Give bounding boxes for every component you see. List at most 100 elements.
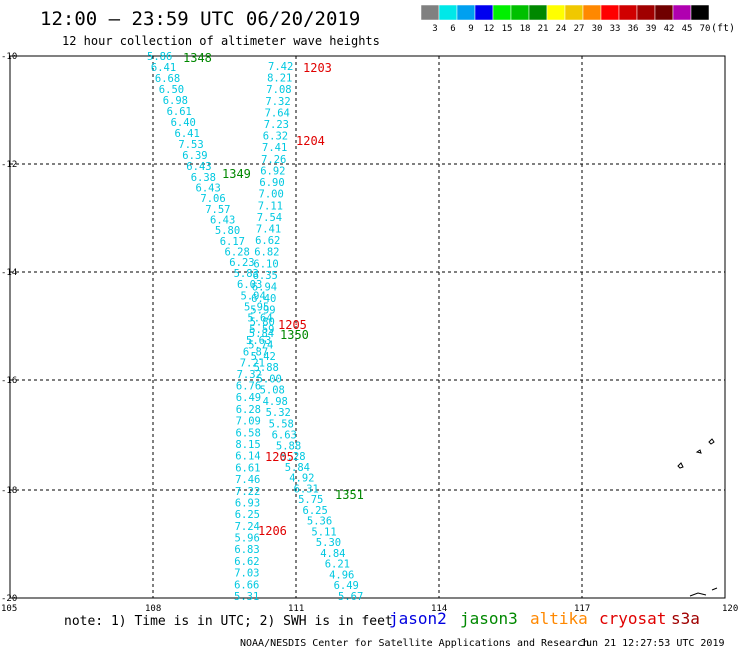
swh-value: 6.31 (294, 483, 319, 495)
legend-swatch (690, 4, 710, 21)
swh-value: 5.42 (251, 351, 276, 363)
legend-bin-label: 45 (682, 24, 693, 34)
swh-value: 6.50 (159, 84, 184, 96)
legend-bin-label: 39 (646, 24, 657, 34)
swh-value: 5.84 (249, 328, 274, 340)
swh-value: 5.28 (280, 451, 305, 463)
swh-value: 6.61 (235, 462, 260, 474)
satellite-track: 5.866.416.686.506.986.616.406.417.536.39… (147, 51, 274, 603)
legend-swatch (474, 4, 494, 21)
lat-label: -14 (1, 268, 17, 278)
legend-bin-label: 3 (432, 24, 437, 34)
lon-label: 105 (1, 604, 17, 614)
credit-line: NOAA/NESDIS Center for Satellite Applica… (240, 638, 589, 649)
swh-value: 5.88 (254, 362, 279, 374)
island-outlines (677, 438, 718, 597)
legend-bin-label: 15 (502, 24, 513, 34)
pass-label: 1205 (265, 450, 294, 464)
swh-value: 6.76 (236, 381, 261, 393)
swh-value: 7.57 (205, 204, 230, 216)
swh-value: 5.59 (249, 324, 274, 336)
swh-value: 8.15 (235, 439, 260, 451)
legend-bin-label: 18 (520, 24, 531, 34)
swh-value: 6.17 (220, 236, 245, 248)
lat-gridlines (10, 163, 725, 491)
swh-value: 6.62 (255, 235, 280, 247)
swh-value: 6.10 (253, 258, 278, 270)
legend-swatch (528, 4, 548, 21)
swh-value: 5.31 (234, 591, 259, 603)
pass-label: 1351 (335, 488, 364, 502)
swh-value: 5.58 (269, 418, 294, 430)
legend-swatch (636, 4, 656, 21)
swh-value: 6.38 (191, 172, 216, 184)
legend-swatch (492, 4, 512, 21)
swh-value: 6.25 (303, 505, 328, 517)
swh-value: 6.43 (196, 183, 221, 195)
swh-value: 6.40 (251, 293, 276, 305)
swh-value: 7.46 (235, 474, 260, 486)
swh-value: 6.39 (182, 150, 207, 162)
swh-value: 5.67 (338, 591, 363, 603)
footer-note: note: 1) Time is in UTC; 2) SWH is in fe… (64, 614, 393, 629)
swh-value: 7.09 (236, 416, 261, 428)
lon-label: 114 (431, 604, 447, 614)
satellite-label-s3a: s3a (671, 609, 700, 628)
swh-value: 6.14 (235, 451, 260, 463)
map-frame (9, 55, 726, 599)
legend-bin-label: 30 (592, 24, 603, 34)
legend-swatch (618, 4, 638, 21)
lon-axis: 105 108 111 114 117 120 (1, 604, 738, 614)
swh-value: 6.43 (210, 215, 235, 227)
swh-value: 6.98 (163, 95, 188, 107)
swh-value: 7.08 (266, 84, 291, 96)
swh-value: 5.80 (250, 316, 275, 328)
swh-value: 6.83 (234, 544, 259, 556)
lon-label: 120 (722, 604, 738, 614)
swh-value: 7.41 (262, 142, 287, 154)
legend-bin-label: 12 (484, 24, 495, 34)
swh-value: 6.43 (186, 161, 211, 173)
satellite-label-cryosat: cryosat (599, 609, 666, 628)
swh-value: 5.00 (257, 373, 282, 385)
swh-value: 6.94 (252, 282, 277, 294)
swh-value: 6.03 (237, 279, 262, 291)
swh-value: 6.66 (234, 579, 259, 591)
pass-label: 1350 (280, 328, 309, 342)
swh-value: 6.28 (236, 404, 261, 416)
swh-value: 6.40 (171, 117, 196, 129)
swh-value: 5.84 (285, 462, 310, 474)
swh-value: 6.63 (272, 430, 297, 442)
legend-unit: (ft) (711, 23, 735, 34)
swh-value: 7.42 (268, 61, 293, 73)
satellite-label-jason2: jason2 (389, 609, 447, 628)
legend-bin-label: 6 (450, 24, 455, 34)
legend-bin-label: 9 (468, 24, 473, 34)
legend-bin-label: 27 (574, 24, 585, 34)
swh-value: 5.36 (307, 516, 332, 528)
legend-bin-label: 24 (556, 24, 567, 34)
lat-label: -12 (1, 160, 17, 170)
swh-value: 7.03 (234, 568, 259, 580)
swh-value: 7.24 (235, 521, 260, 533)
pass-label: 1205 (278, 318, 307, 332)
swh-value: 5.95 (244, 302, 269, 314)
swh-value: 5.30 (316, 537, 341, 549)
pass-label: 1204 (296, 134, 325, 148)
swh-value: 6.61 (167, 106, 192, 118)
swh-value: 6.41 (175, 128, 200, 140)
swh-value: 7.11 (258, 200, 283, 212)
legend-bin-label: 42 (664, 24, 675, 34)
swh-value: 4.92 (289, 473, 314, 485)
lat-label: -18 (1, 486, 17, 496)
lat-label: -10 (1, 52, 17, 62)
timestamp: Jun 21 12:27:53 UTC 2019 (580, 638, 725, 649)
pass-label: 1349 (222, 167, 251, 181)
swh-value: 6.68 (155, 73, 180, 85)
swh-value: 7.00 (259, 189, 284, 201)
map-subtitle: 12 hour collection of altimeter wave hei… (62, 34, 380, 48)
lat-label: -16 (1, 376, 17, 386)
swh-value: 4.96 (329, 570, 354, 582)
swh-value: 6.93 (235, 498, 260, 510)
